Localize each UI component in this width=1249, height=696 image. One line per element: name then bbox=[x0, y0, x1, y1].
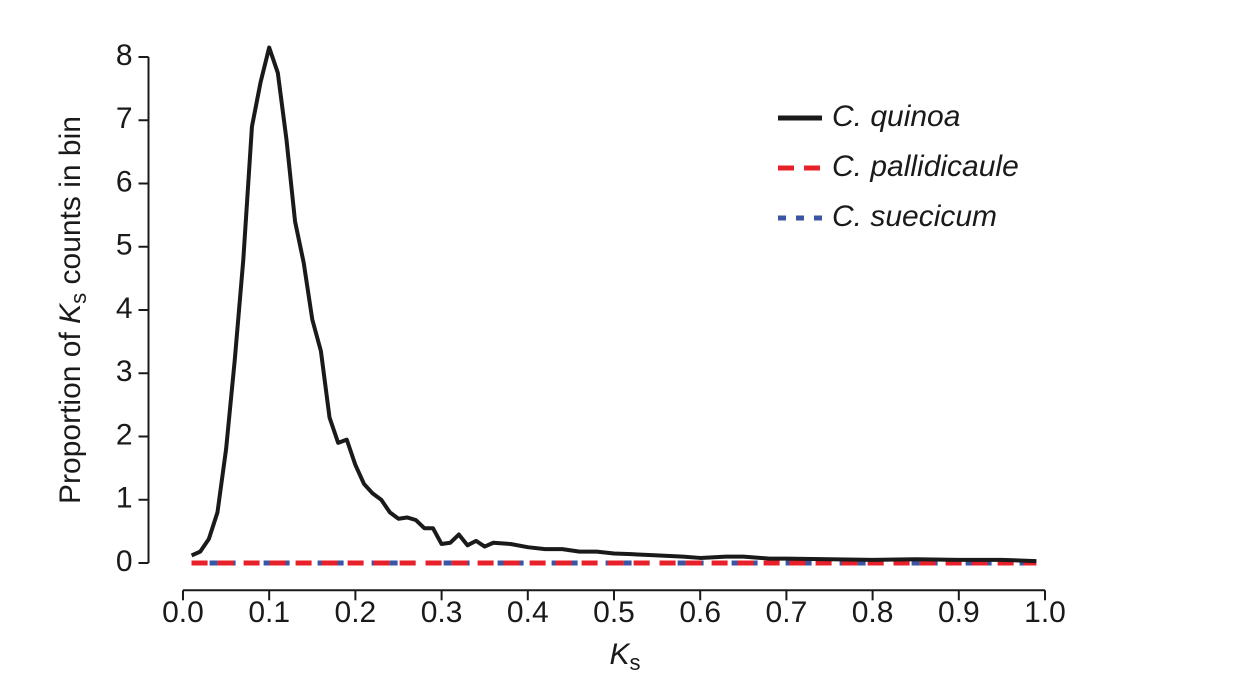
y-label-suffix: counts in bin bbox=[54, 116, 87, 293]
y-tick-label: 1 bbox=[116, 482, 133, 515]
y-tick-label: 3 bbox=[116, 355, 133, 388]
x-tick-label: 0.9 bbox=[938, 596, 980, 629]
x-tick-label: 0.0 bbox=[162, 596, 204, 629]
x-tick-label: 0.6 bbox=[679, 596, 721, 629]
legend-label: C. quinoa bbox=[832, 100, 960, 133]
x-tick-label: 0.3 bbox=[421, 596, 463, 629]
y-tick-label: 2 bbox=[116, 418, 133, 451]
y-tick-label: 0 bbox=[116, 545, 133, 578]
x-tick-label: 0.4 bbox=[507, 596, 549, 629]
y-axis-label: Proportion of Ks counts in bin bbox=[54, 116, 91, 504]
y-label-var: K bbox=[54, 302, 87, 324]
x-label-sub: s bbox=[630, 650, 641, 675]
x-tick-label: 0.8 bbox=[852, 596, 894, 629]
y-tick-label: 6 bbox=[116, 165, 133, 198]
y-label-sub: s bbox=[66, 293, 91, 304]
series-line bbox=[190, 45, 1037, 564]
y-label-prefix: Proportion of bbox=[54, 324, 87, 504]
y-tick-label: 5 bbox=[116, 229, 133, 262]
x-tick-label: 1.0 bbox=[1024, 596, 1066, 629]
legend-label: C. pallidicaule bbox=[832, 150, 1019, 183]
x-axis-label: Ks bbox=[609, 638, 640, 675]
x-tick-label: 0.7 bbox=[766, 596, 808, 629]
y-tick-label: 7 bbox=[116, 102, 133, 135]
y-tick-label: 4 bbox=[116, 292, 133, 325]
legend-label: C. suecicum bbox=[832, 200, 997, 233]
x-label-var: K bbox=[609, 638, 631, 671]
x-tick-label: 0.5 bbox=[593, 596, 635, 629]
y-tick-label: 8 bbox=[116, 39, 133, 72]
x-tick-label: 0.2 bbox=[335, 596, 377, 629]
x-tick-label: 0.1 bbox=[248, 596, 290, 629]
